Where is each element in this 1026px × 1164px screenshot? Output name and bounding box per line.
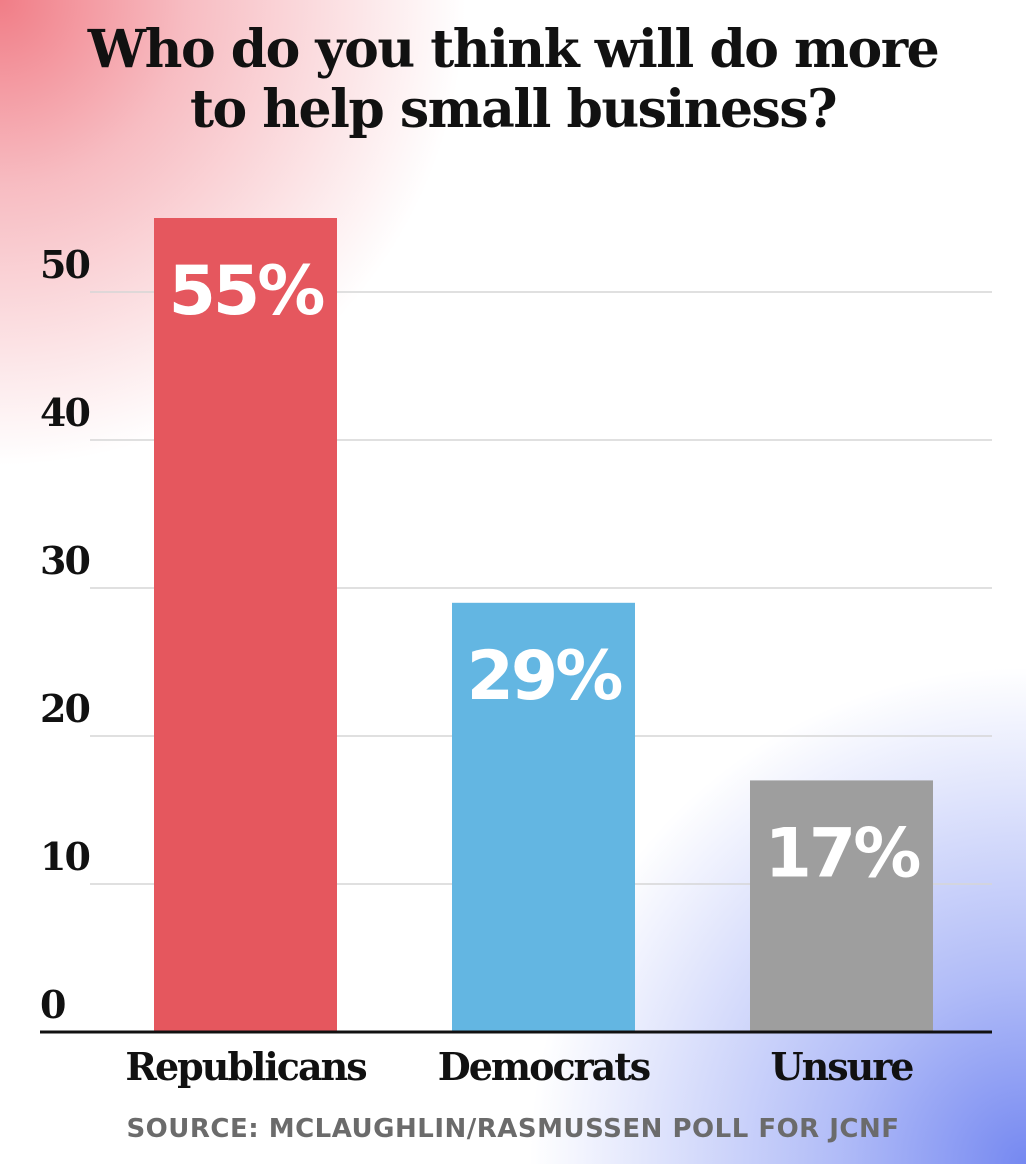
- chart-title: Who do you think will do more to help sm…: [87, 19, 940, 140]
- category-label-unsure: Unsure: [771, 1044, 914, 1089]
- bar-data-labels: 55% 29% 17%: [169, 252, 923, 893]
- y-tick-label-20: 20: [40, 686, 89, 731]
- y-axis-tick-labels: 0 10 20 30 40 50: [40, 242, 91, 1027]
- x-axis-category-labels: Republicans Democrats Unsure: [125, 1044, 915, 1089]
- y-tick-label-30: 30: [40, 538, 89, 583]
- bar-democrats: [452, 602, 635, 1032]
- category-label-democrats: Democrats: [438, 1044, 650, 1089]
- data-label-republicans: 55%: [169, 252, 324, 331]
- bar-unsure: [750, 780, 933, 1032]
- bars: [154, 218, 933, 1032]
- y-tick-label-10: 10: [40, 834, 89, 879]
- data-label-democrats: 29%: [467, 637, 622, 716]
- bar-republicans: [154, 218, 337, 1032]
- y-tick-label-50: 50: [40, 242, 89, 287]
- data-label-unsure: 17%: [765, 814, 920, 893]
- category-label-republicans: Republicans: [125, 1044, 366, 1089]
- y-tick-label-40: 40: [40, 390, 89, 435]
- y-tick-label-0: 0: [40, 982, 65, 1027]
- source-note: SOURCE: MCLAUGHLIN/RASMUSSEN POLL FOR JC…: [126, 1114, 900, 1144]
